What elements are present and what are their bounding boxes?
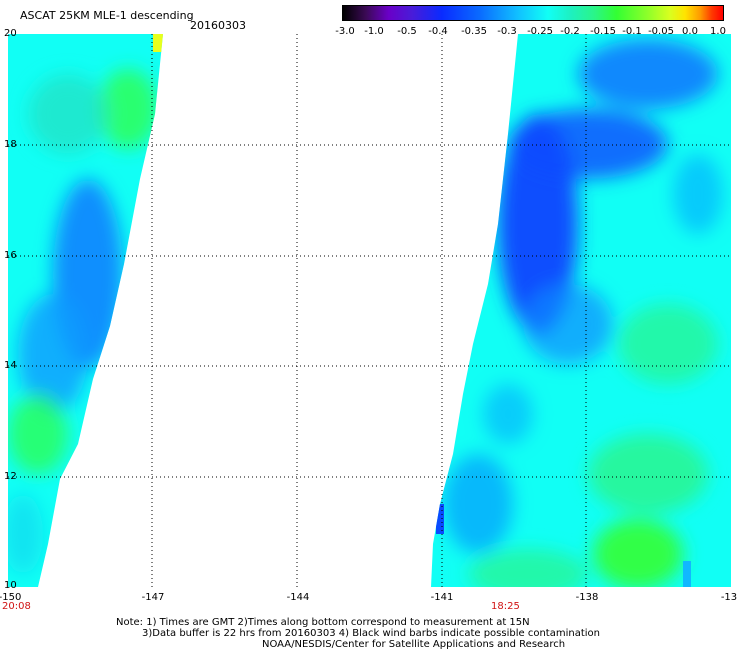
map-plot (8, 34, 731, 587)
lat-tick-label: 20 (4, 28, 17, 39)
lat-tick-label: 14 (4, 360, 17, 371)
lat-tick-label: 12 (4, 471, 17, 482)
note-line-3: NOAA/NESDIS/Center for Satellite Applica… (262, 639, 566, 650)
colorbar-tick-label: -0.2 (560, 26, 580, 37)
colorbar-tick-label: -0.3 (497, 26, 517, 37)
note-line-2: 3)Data buffer is 22 hrs from 20160303 4)… (142, 628, 600, 639)
lon-tick-label: -144 (286, 592, 310, 603)
lat-tick-label: 10 (4, 580, 17, 591)
colorbar-tick-label: -0.1 (622, 26, 642, 37)
colorbar-tick-label: 0.0 (682, 26, 698, 37)
map-graticule (8, 34, 731, 587)
colorbar-tick-label: -0.05 (648, 26, 674, 37)
lon-tick-label: -150 (0, 592, 22, 603)
right-swath (431, 34, 731, 587)
colorbar (342, 5, 724, 21)
lon-tick-label: -147 (141, 592, 165, 603)
right-pass-time: 18:25 (491, 601, 520, 612)
colorbar-tick-label: 1.0 (710, 26, 726, 37)
lon-tick-label: -141 (430, 592, 454, 603)
lat-tick-label: 18 (4, 139, 17, 150)
colorbar-tick-label: -0.4 (428, 26, 448, 37)
product-title: ASCAT 25KM MLE-1 descending (20, 9, 194, 22)
left-swath (8, 34, 163, 587)
note-line-1: Note: 1) Times are GMT 2)Times along bot… (116, 617, 530, 628)
lon-tick-label: -13 (720, 592, 738, 603)
colorbar-tick-label: -3.0 (335, 26, 355, 37)
colorbar-tick-label: -0.25 (527, 26, 553, 37)
colorbar-tick-label: -0.15 (590, 26, 616, 37)
colorbar-tick-label: -0.35 (461, 26, 487, 37)
lon-tick-label: -138 (575, 592, 599, 603)
left-pass-time: 20:08 (2, 601, 31, 612)
colorbar-tick-label: -0.5 (397, 26, 417, 37)
colorbar-tick-label: -1.0 (364, 26, 384, 37)
lat-tick-label: 16 (4, 250, 17, 261)
product-date: 20160303 (190, 19, 246, 32)
